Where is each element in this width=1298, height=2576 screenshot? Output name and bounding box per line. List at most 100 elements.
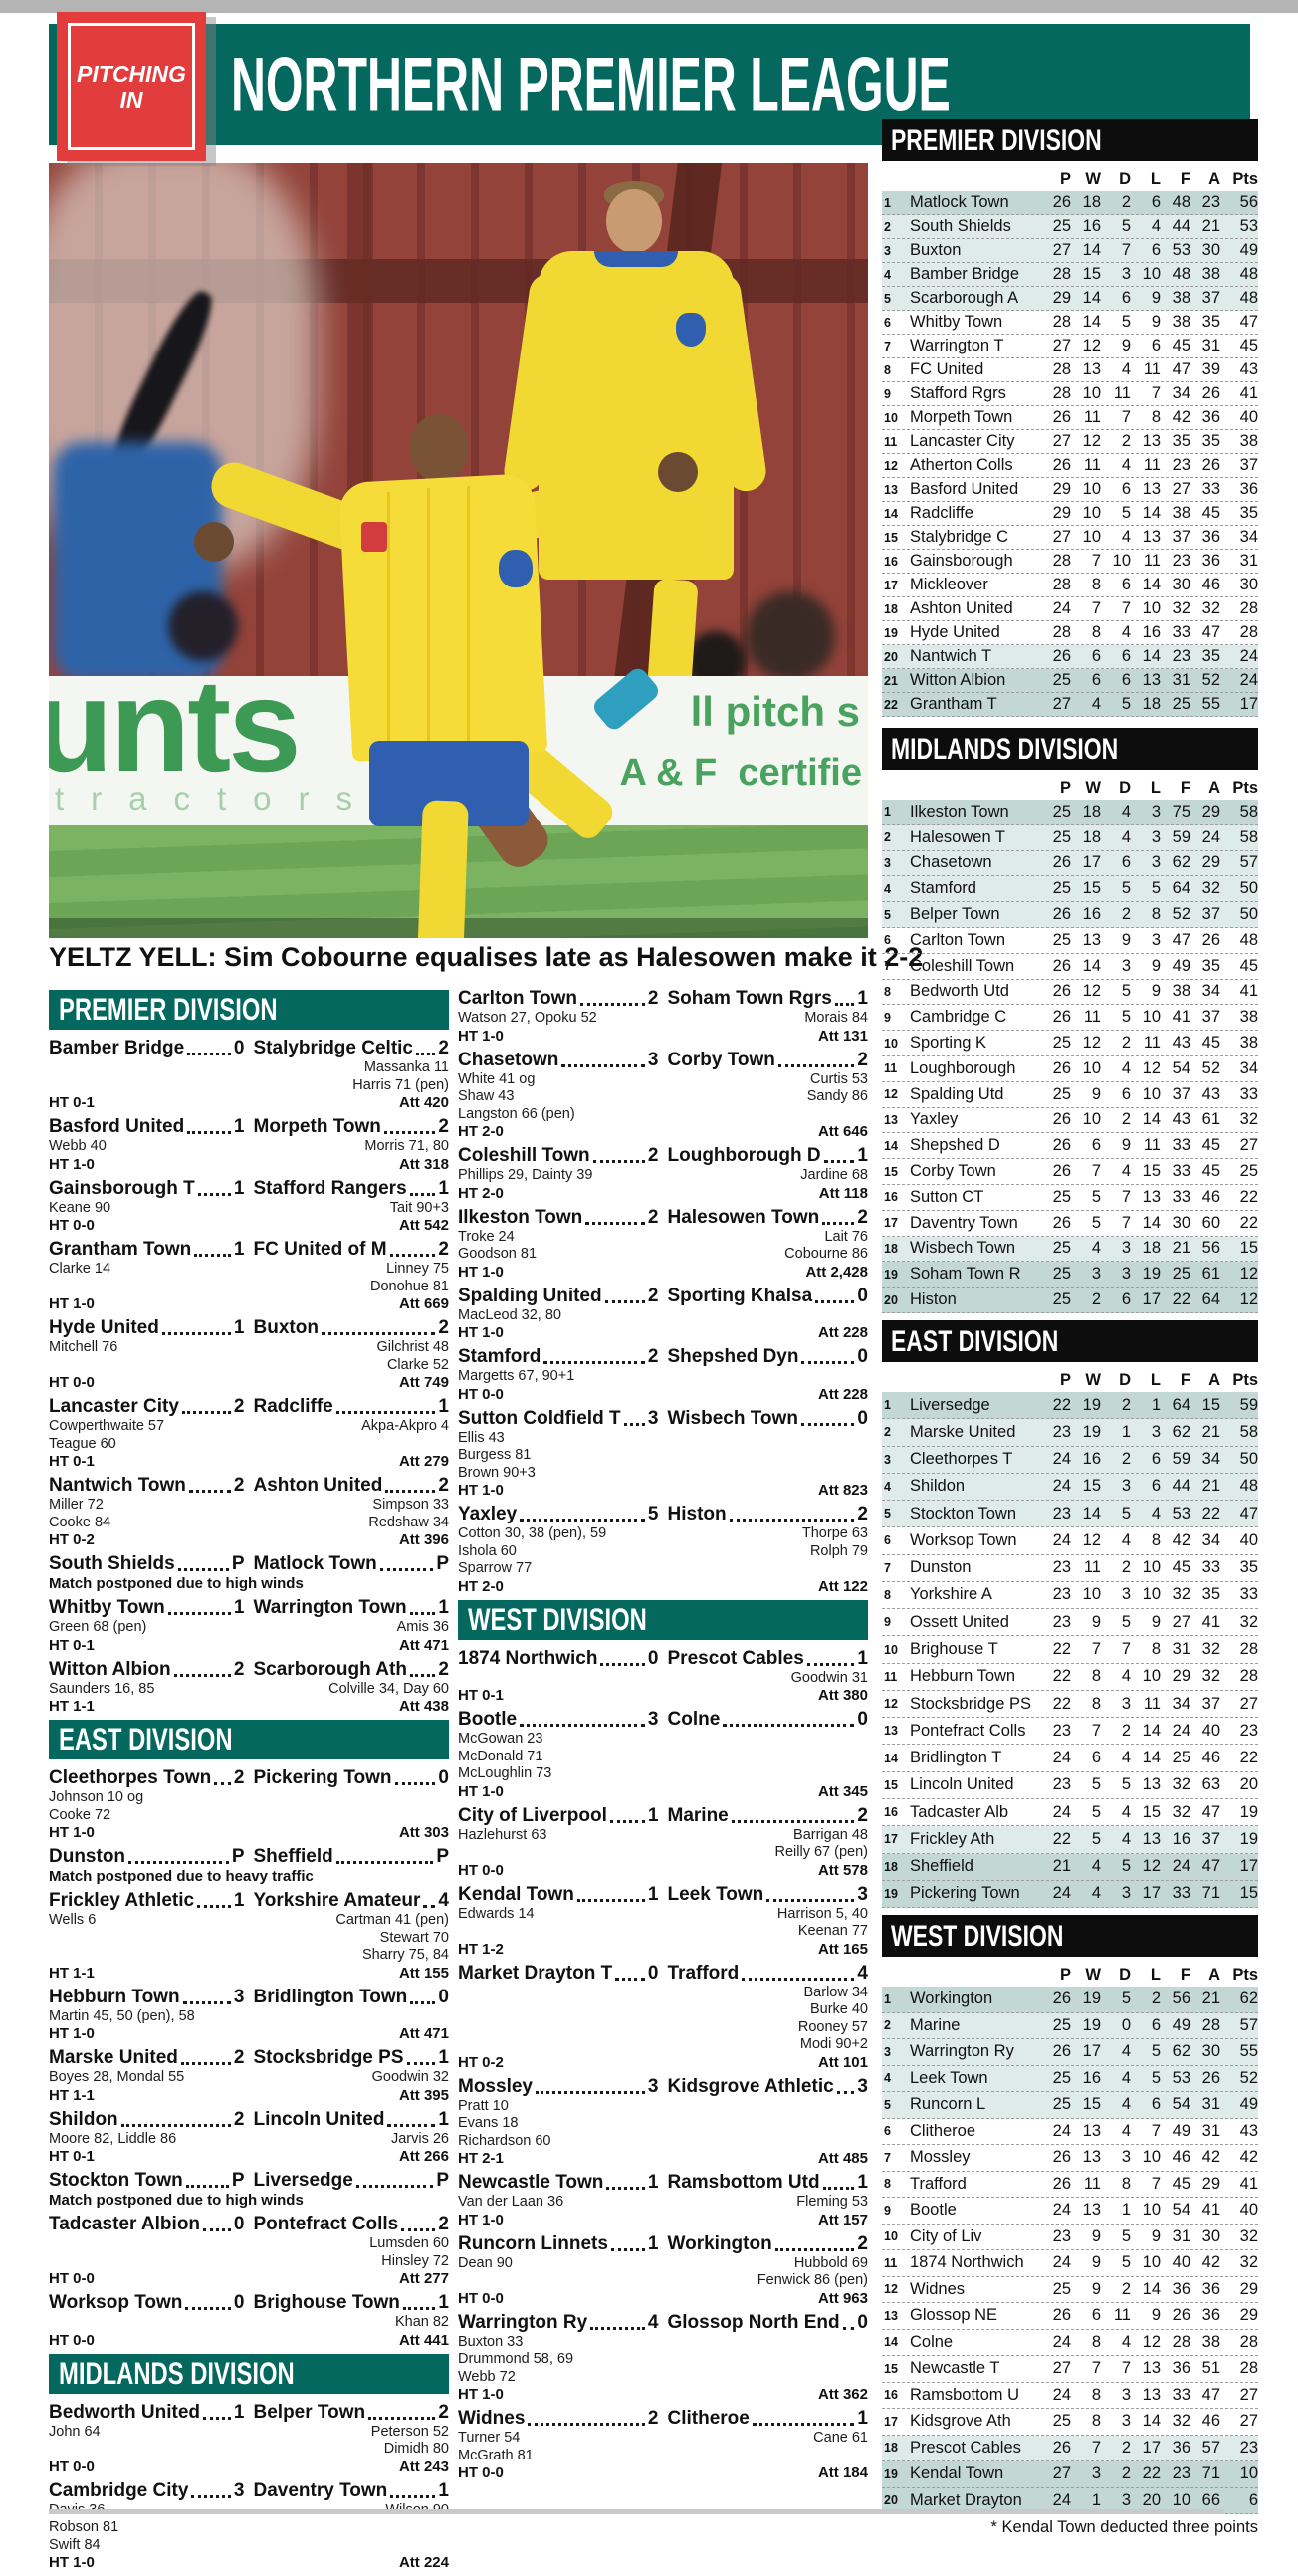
row-stat-L: 14 xyxy=(1142,576,1161,593)
table-row: 21 Witton Albion 25 6 6 13 31 52 24 xyxy=(882,669,1258,693)
away-score: P xyxy=(436,1846,449,1867)
row-position: 11 xyxy=(884,434,898,449)
match-result: Yaxley 5 Histon 2 Cotton 30, 38 (pen), 59 Ish… xyxy=(458,1504,868,1596)
row-team-name: Colne xyxy=(910,2332,954,2351)
row-stat-D: 11 xyxy=(1113,384,1131,402)
home-side: Lancaster City 2 xyxy=(49,1396,245,1418)
leader-dots xyxy=(774,2247,855,2251)
league-table-east: EAST DIVISION P W D L F A Pts 1 Liversedge 22 19 2 1 6… xyxy=(882,1320,1258,1909)
home-score: 2 xyxy=(233,1767,245,1788)
scorer: Jarvis 26 xyxy=(390,2130,449,2147)
away-side: Belper Town 2 xyxy=(254,2402,450,2424)
row-stat-Pts: 50 xyxy=(1239,879,1258,898)
match-result: Kendal Town 1 Leek Town 3 Edwards 14 Harrison… xyxy=(458,1884,868,1959)
row-position: 7 xyxy=(884,1560,891,1575)
home-side: Hebburn Town 3 xyxy=(49,1987,245,2008)
row-stat-W: 11 xyxy=(1083,1008,1101,1027)
table-row: 3 Chasetown 26 17 6 3 62 29 57 xyxy=(882,850,1258,877)
row-position: 11 xyxy=(884,1669,898,1684)
halftime-score: HT 1-2 xyxy=(458,1940,504,1958)
row-stat-D: 3 xyxy=(1121,265,1131,283)
row-stat-W: 19 xyxy=(1082,1422,1101,1441)
match-result: Sutton Coldfield T 3 Wisbech Town 0 Ellis 43… xyxy=(458,1408,868,1501)
away-scorers xyxy=(663,1307,868,1325)
attendance: Att 165 xyxy=(817,1940,868,1958)
halftime-score: HT 1-0 xyxy=(458,1263,504,1281)
row-stat-L: 12 xyxy=(1142,1058,1161,1077)
away-scorers: Jardine 68 xyxy=(663,1167,868,1185)
halftime-score: HT 0-0 xyxy=(458,2464,504,2481)
row-stat-L: 11 xyxy=(1143,1694,1161,1713)
attendance: Att 277 xyxy=(398,2270,449,2287)
row-stat-D: 4 xyxy=(1121,456,1131,474)
row-position: 4 xyxy=(884,881,891,896)
row-team-name: Belper Town xyxy=(910,905,1000,924)
home-score: 2 xyxy=(647,1145,659,1166)
scorer: Evans 18 xyxy=(458,2115,519,2131)
row-stat-F: 34 xyxy=(1172,384,1190,402)
row-team-name: Cambridge C xyxy=(910,1008,1007,1027)
row-stat-D: 2 xyxy=(1121,2464,1131,2483)
row-stat-F: 32 xyxy=(1172,2412,1190,2431)
row-stat-A: 37 xyxy=(1201,1008,1220,1027)
row-stat-P: 23 xyxy=(1052,1558,1071,1577)
row-stat-D: 10 xyxy=(1112,552,1131,570)
player-front xyxy=(427,488,430,747)
home-scorers: Dean 90 xyxy=(458,2255,663,2290)
home-score: 0 xyxy=(647,1647,659,1669)
league-table-midlands: MIDLANDS DIVISION P W D L F A Pts 1 Ilkeston Town… xyxy=(882,728,1258,1313)
scorer: Hazlehurst 63 xyxy=(458,1826,547,1843)
row-stat-F: 36 xyxy=(1172,2438,1190,2457)
leader-dots xyxy=(520,1519,645,1522)
row-stat-D: 2 xyxy=(1121,1395,1131,1414)
home-side: Runcorn Linnets 1 xyxy=(458,2233,659,2255)
match-scoreline: Bootle 3 Colne 0 xyxy=(458,1709,868,1731)
leader-dots xyxy=(777,1063,855,1067)
attendance: Att 345 xyxy=(817,1782,868,1800)
header-Pts: Pts xyxy=(1232,1966,1258,1984)
row-team-name: Shepshed D xyxy=(910,1136,1000,1155)
attendance: Att 2,428 xyxy=(805,1263,868,1281)
row-stat-L: 14 xyxy=(1142,504,1161,522)
row-position: 19 xyxy=(884,2466,898,2481)
scorers-row: McGowan 23 McDonald 71 McLoughlin 73 xyxy=(458,1731,868,1783)
row-stat-F: 38 xyxy=(1172,982,1190,1001)
row-stat-F: 64 xyxy=(1172,879,1190,898)
row-stat-A: 46 xyxy=(1201,576,1220,593)
row-stat-A: 15 xyxy=(1201,1395,1220,1414)
match-result: Hyde United 1 Buxton 2 Mitchell 76 Gilchrist … xyxy=(49,1317,449,1392)
table-row: 5 Scarborough A 29 14 6 9 38 37 48 xyxy=(882,287,1258,311)
row-stat-A: 45 xyxy=(1201,1136,1220,1155)
match-scoreline: Lancaster City 2 Radcliffe 1 xyxy=(49,1396,449,1418)
row-stat-W: 11 xyxy=(1083,2174,1101,2193)
table-row: 2 South Shields 25 16 5 4 44 21 53 xyxy=(882,215,1258,239)
leader-dots xyxy=(214,1782,231,1785)
row-team-name: Bridlington T xyxy=(910,1749,1002,1767)
row-stat-Pts: 23 xyxy=(1239,2438,1258,2457)
scorer: Jardine 68 xyxy=(800,1167,868,1183)
away-side: Ashton United 2 xyxy=(254,1475,450,1497)
away-scorers: Fleming 53 xyxy=(663,2194,868,2212)
row-team-name: 1874 Northwich xyxy=(910,2253,1024,2272)
home-team-name: Bootle xyxy=(458,1709,518,1730)
row-stat-Pts: 33 xyxy=(1239,1585,1258,1604)
header-Pts: Pts xyxy=(1232,170,1258,188)
row-stat-D: 2 xyxy=(1121,1034,1131,1053)
match-result: Coleshill Town 2 Loughborough D 1 Phillips 2… xyxy=(458,1145,868,1203)
home-side: Basford United 1 xyxy=(49,1116,245,1138)
away-side: Prescot Cables 1 xyxy=(668,1648,869,1670)
away-side: Workington 2 xyxy=(668,2233,869,2255)
match-scoreline: Stamford 2 Shepshed Dyn 0 xyxy=(458,1346,868,1368)
away-score: P xyxy=(436,2170,449,2191)
row-stat-A: 61 xyxy=(1201,1110,1220,1129)
row-stat-F: 25 xyxy=(1172,1265,1190,1284)
row-stat-F: 30 xyxy=(1172,1213,1190,1232)
row-stat-F: 52 xyxy=(1172,905,1190,924)
row-team-name: Dunston xyxy=(910,1558,972,1577)
scorers-row: Moore 82, Liddle 86 Jarvis 26 xyxy=(49,2131,449,2149)
match-scoreline: Yaxley 5 Histon 2 xyxy=(458,1504,868,1525)
row-position: 9 xyxy=(884,2203,891,2218)
match-result: Cleethorpes Town 2 Pickering Town 0 Johnson … xyxy=(49,1767,449,1842)
row-stat-W: 3 xyxy=(1091,2464,1101,2483)
leader-dots xyxy=(800,1422,855,1426)
